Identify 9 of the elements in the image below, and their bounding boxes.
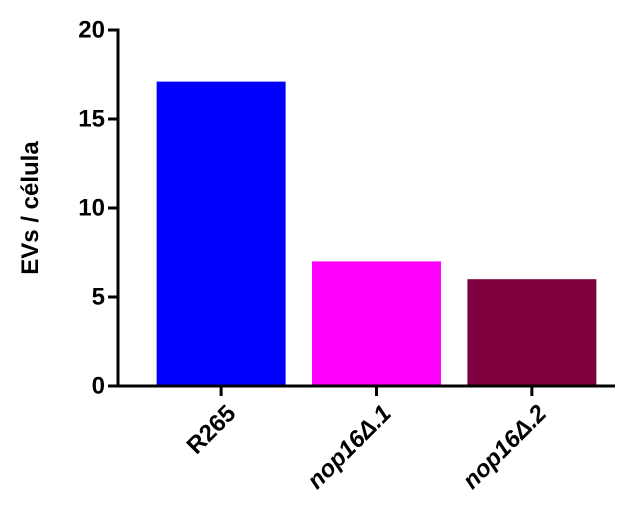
y-tick-label: 10 [78,194,105,222]
bar [312,261,441,386]
y-tick-label: 0 [92,372,105,400]
y-tick-label: 15 [78,106,105,133]
y-tick-label: 5 [92,284,105,311]
bar [467,279,596,386]
bar [156,82,286,386]
y-tick-label: 20 [78,16,105,44]
y-axis-title: EVs / célula [17,140,44,275]
